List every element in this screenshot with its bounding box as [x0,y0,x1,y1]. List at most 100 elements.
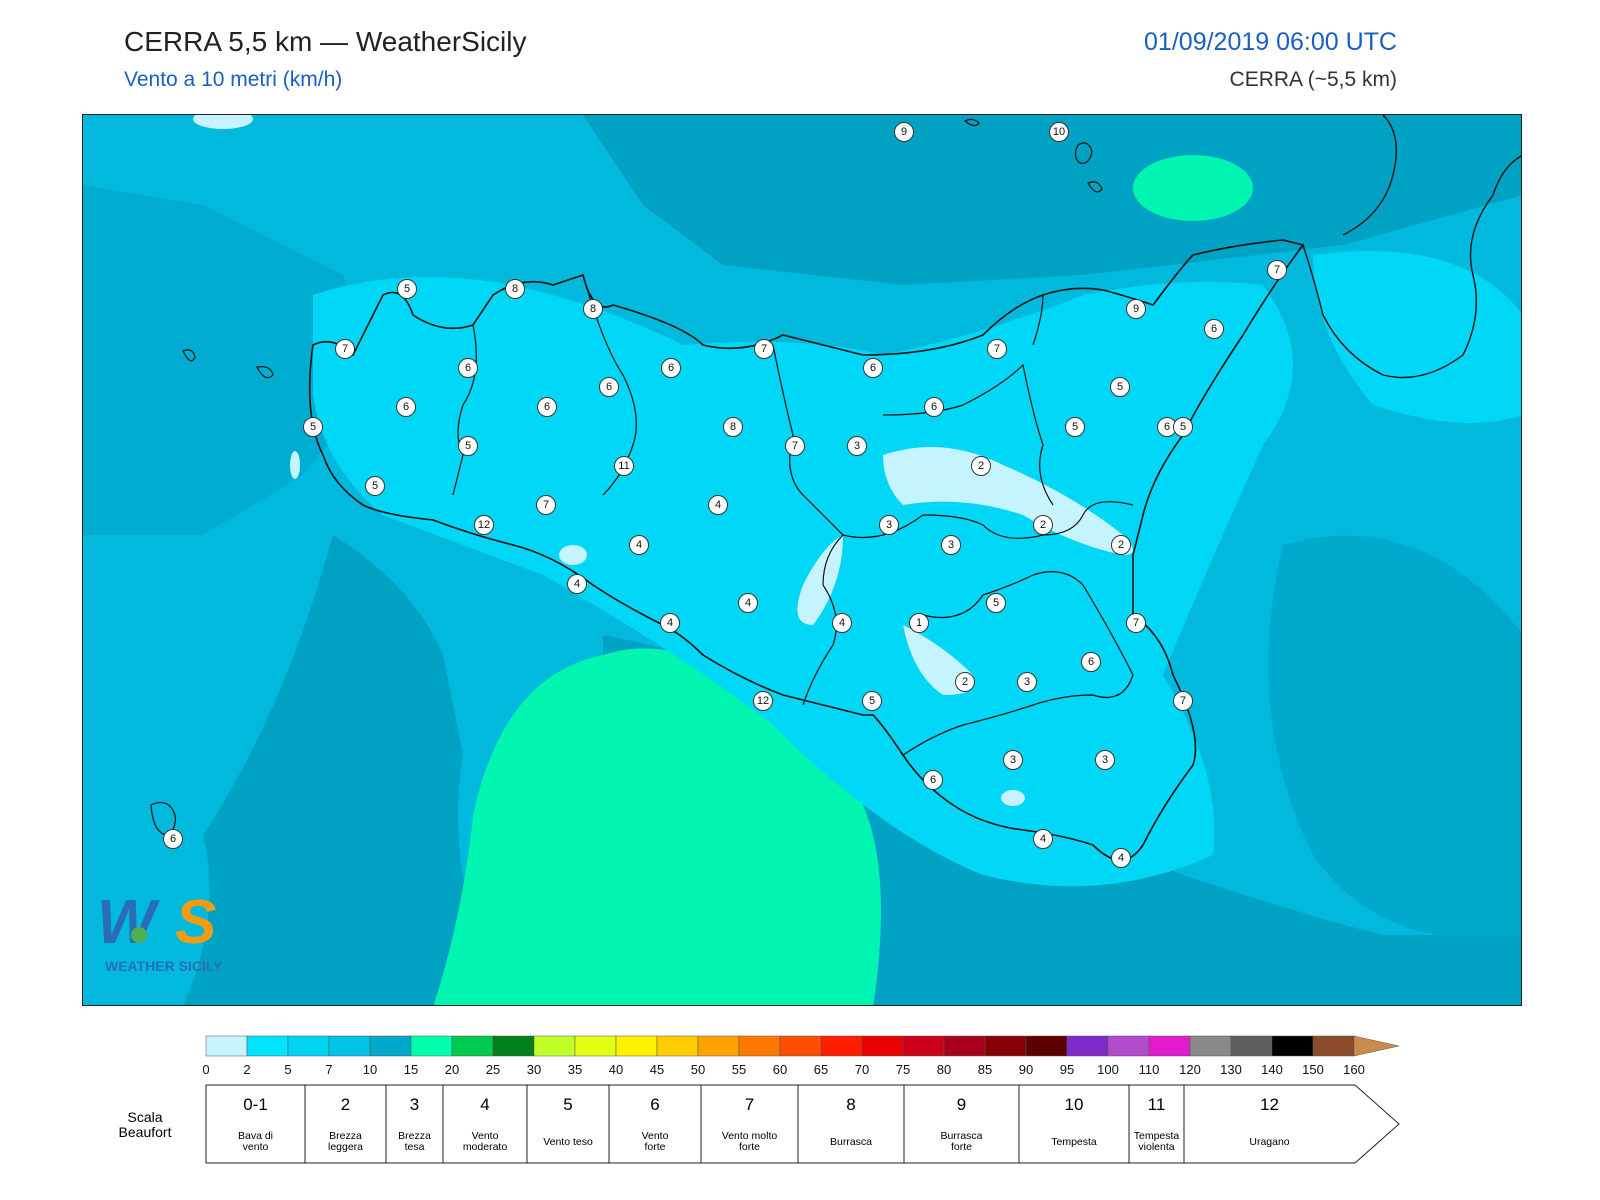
wind-speed-marker: 7 [987,339,1007,359]
beaufort-name: Bava di vento [238,1130,273,1153]
wind-speed-marker: 6 [661,358,681,378]
wind-speed-marker: 6 [163,829,183,849]
colorbar-tick-label: 55 [732,1062,746,1077]
wind-band-15-20-south [433,648,882,1005]
beaufort-name: Brezza leggera [328,1130,363,1153]
beaufort-number: 5 [563,1095,572,1114]
beaufort-name: Burrasca forte [940,1130,982,1153]
wind-speed-marker: 12 [753,691,773,711]
colorbar-segment [369,1035,412,1057]
wind-speed-marker: 7 [1126,613,1146,633]
beaufort-name: Brezza tesa [398,1130,431,1153]
colorbar-segment [1271,1035,1314,1057]
wind-speed-marker: 5 [862,691,882,711]
beaufort-cell: 5 Vento teso [526,1084,610,1164]
wind-speed-marker: 5 [986,593,1006,613]
colorbar-segment [492,1035,535,1057]
beaufort-cell: 7 Vento molto forte [700,1084,799,1164]
wind-speed-marker: 2 [955,672,975,692]
wind-speed-marker: 6 [1204,319,1224,339]
wind-speed-marker: 12 [474,515,494,535]
colorbar-segment [1025,1035,1068,1057]
colorbar-segment [451,1035,494,1057]
wind-band-5-7 [313,251,1521,887]
wind-speed-marker: 4 [660,613,680,633]
wind-speed-marker: 8 [505,279,525,299]
colorbar-segment [533,1035,576,1057]
beaufort-cell: 6 Vento forte [608,1084,702,1164]
colorbar-segment [656,1035,699,1057]
svg-text:WEATHER SICILY: WEATHER SICILY [105,958,223,974]
wind-speed-marker: 5 [1065,417,1085,437]
beaufort-number: 9 [957,1095,966,1114]
colorbar-segment [574,1035,617,1057]
wind-speed-marker: 2 [1033,515,1053,535]
colorbar-tick-label: 110 [1139,1062,1160,1077]
beaufort-name: Vento molto forte [722,1130,778,1153]
wind-speed-marker: 3 [879,515,899,535]
model-name: CERRA (~5,5 km) [1229,68,1397,91]
wind-speed-marker: 3 [847,436,867,456]
colorbar-arrow [1353,1035,1400,1057]
beaufort-cell: 10 Tempesta [1018,1084,1130,1164]
beaufort-number: 8 [846,1095,855,1114]
colorbar-segment [1312,1035,1355,1057]
colorbar-tick-label: 10 [363,1062,377,1077]
beaufort-number: 4 [480,1095,489,1114]
colorbar-tick-label: 25 [486,1062,500,1077]
wind-speed-marker: 6 [396,397,416,417]
colorbar-tick-label: 60 [773,1062,787,1077]
colorbar-segment [410,1035,453,1057]
beaufort-name: Tempesta violenta [1134,1130,1180,1153]
beaufort-cell: 0-1 Bava di vento [205,1084,306,1164]
colorbar-tick-label: 20 [445,1062,459,1077]
colorbar-tick-label: 90 [1019,1062,1033,1077]
wind-speed-marker: 8 [723,417,743,437]
wind-speed-marker: 4 [1033,829,1053,849]
wind-speed-marker: 7 [754,339,774,359]
colorbar-tick-label: 95 [1060,1062,1074,1077]
beaufort-number: 10 [1065,1095,1084,1114]
wind-speed-marker: 11 [614,456,634,476]
beaufort-cell: 12 Uragano [1183,1084,1400,1164]
wind-speed-marker: 7 [335,339,355,359]
beaufort-name: Burrasca [830,1136,872,1148]
wind-speed-marker: 3 [1003,750,1023,770]
colorbar-segment [697,1035,740,1057]
wind-speed-marker: 6 [458,358,478,378]
colorbar-segment [779,1035,822,1057]
wind-speed-marker: 6 [599,377,619,397]
beaufort-cell: 2 Brezza leggera [304,1084,387,1164]
beaufort-number: 12 [1260,1095,1279,1114]
beaufort-name: Vento forte [642,1130,669,1153]
beaufort-cell: 9 Burrasca forte [903,1084,1020,1164]
wind-speed-marker: 1 [909,613,929,633]
colorbar-tick-label: 130 [1220,1062,1242,1077]
wind-speed-marker: 5 [365,476,385,496]
colorbar-tick-label: 160 [1343,1062,1365,1077]
wind-speed-marker: 6 [923,770,943,790]
wind-speed-marker: 6 [924,397,944,417]
beaufort-scale: Scala Beaufort 0-1 Bava di vento 2 Brezza legge… [119,1084,1400,1164]
colorbar-tick-label: 30 [527,1062,541,1077]
colorbar-tick-label: 65 [814,1062,828,1077]
wind-speed-marker: 5 [303,417,323,437]
wind-speed-marker: 4 [567,574,587,594]
colorbar-segment [820,1035,863,1057]
colorbar-tick-label: 15 [404,1062,418,1077]
wind-speed-marker: 9 [1126,299,1146,319]
colorbar-segment [943,1035,986,1057]
colorbar-tick-label: 70 [855,1062,869,1077]
colorbar-segment [615,1035,658,1057]
colorbar-segment [287,1035,330,1057]
colorbar-segment [738,1035,781,1057]
svg-text:W: W [97,888,160,957]
colorbar-segment [1066,1035,1109,1057]
beaufort-cell: 4 Vento moderato [442,1084,528,1164]
colorbar-tick-label: 85 [978,1062,992,1077]
colorbar-segment [205,1035,248,1057]
wind-map: 9 10 5 7 8 8 7 6 6 6 6 6 5 5 5 7 12 11 8 7 3 7 9 6 7 5 5 6 6 2 2 2 6 3 3 4 4… [82,114,1522,1006]
weathersicily-logo: W S WEATHER SICILY [95,879,255,979]
colorbar-tick-label: 80 [937,1062,951,1077]
wind-speed-marker: 7 [1173,691,1193,711]
